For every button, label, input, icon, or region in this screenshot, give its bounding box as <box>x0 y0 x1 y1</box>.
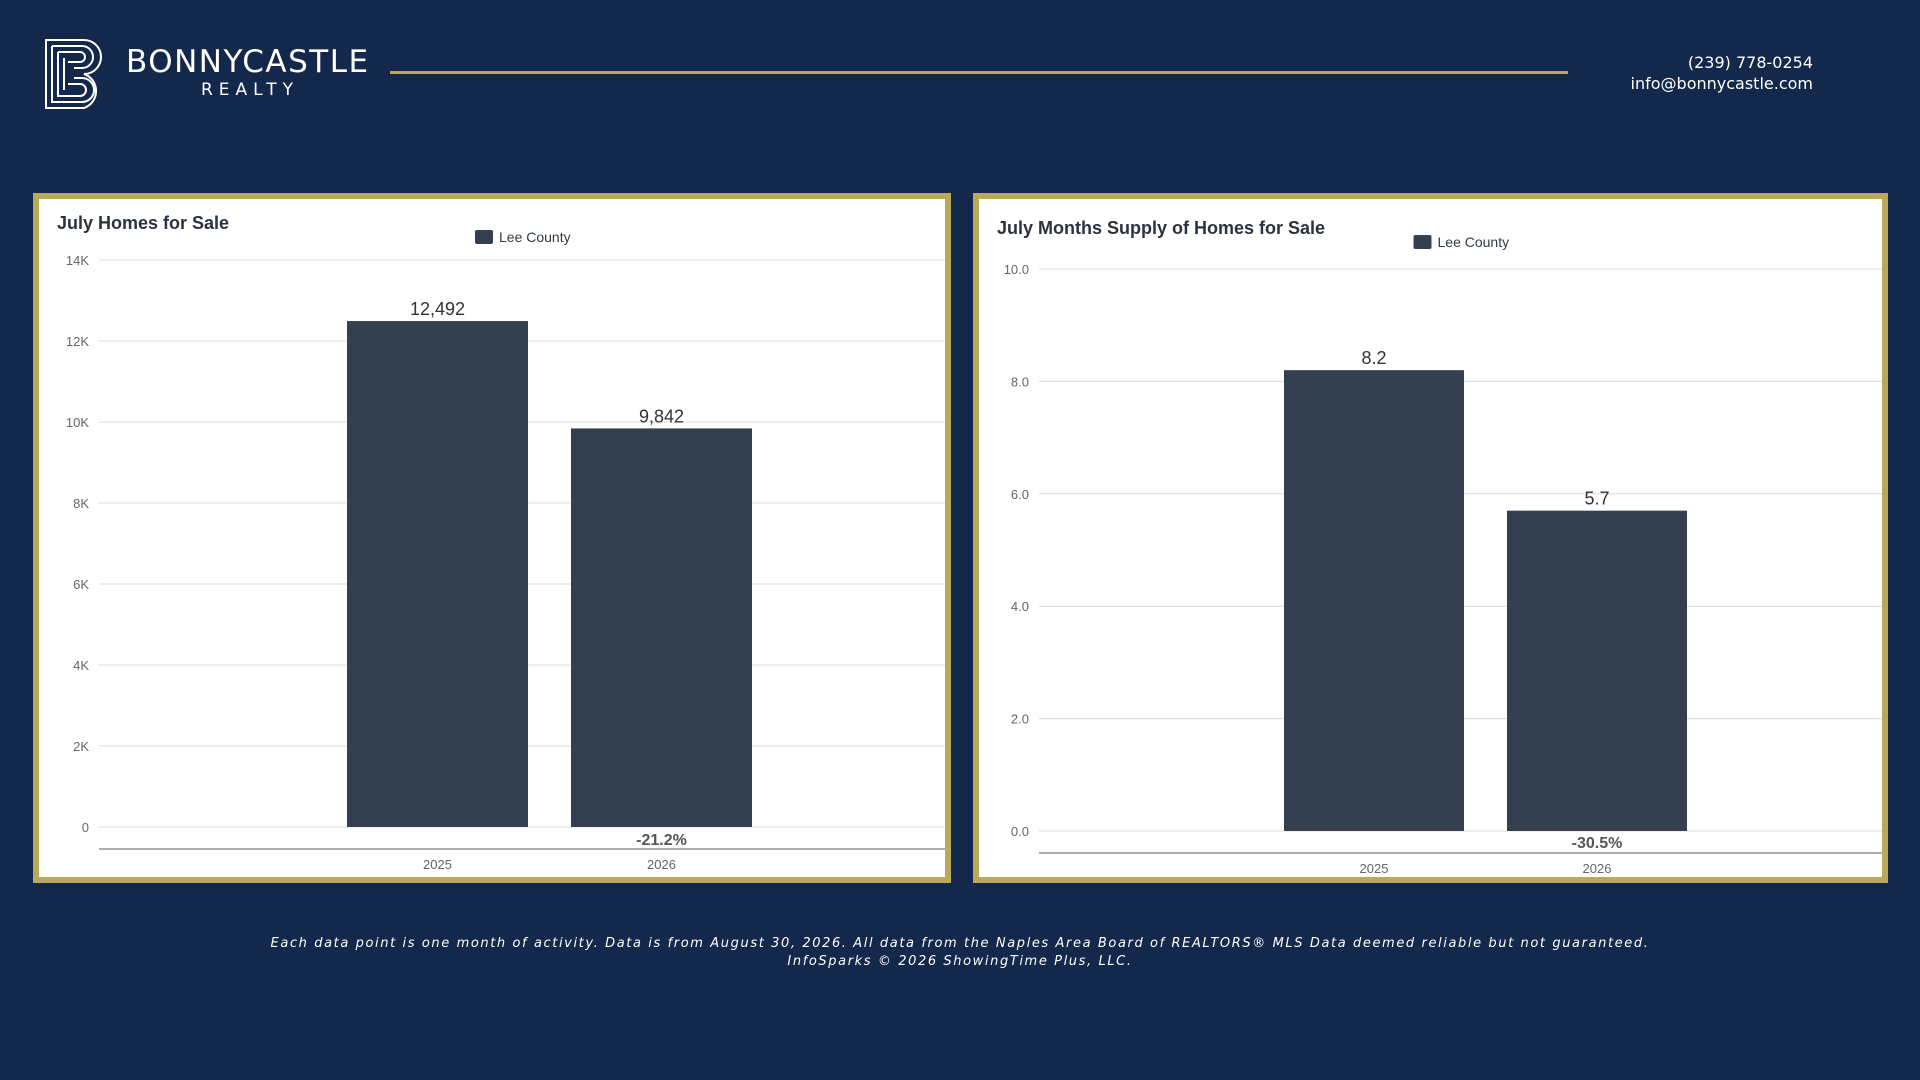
y-tick-label: 8K <box>73 496 89 511</box>
footer-line-2: InfoSparks © 2026 ShowingTime Plus, LLC. <box>787 954 1133 969</box>
brand-name: BONNYCASTLE <box>126 44 370 80</box>
change-label: -21.2% <box>636 832 687 849</box>
contact-phone[interactable]: (239) 778-0254 <box>1687 53 1813 72</box>
bonnycastle-logo-icon <box>45 39 102 109</box>
contact-email[interactable]: info@bonnycastle.com <box>1630 74 1813 93</box>
y-tick-label: 0 <box>82 820 89 835</box>
y-tick-label: 14K <box>66 253 89 268</box>
header-divider <box>390 71 1568 74</box>
bar <box>1507 510 1687 831</box>
legend-swatch <box>1413 235 1432 249</box>
x-tick-label: 2025 <box>1360 861 1389 876</box>
bar <box>1284 370 1464 831</box>
y-tick-label: 12K <box>66 334 89 349</box>
contact-block: (239) 778-0254 info@bonnycastle.com <box>1631 52 1813 94</box>
x-tick-label: 2025 <box>423 857 452 872</box>
chart-panel-months-supply: July Months Supply of Homes for Sale Lee … <box>973 193 1888 883</box>
legend-label: Lee County <box>1438 234 1510 250</box>
data-label: 8.2 <box>1361 348 1386 368</box>
chart-panel-homes-for-sale: July Homes for Sale Lee County 0 2K 4K 6K 8K 10… <box>33 193 951 883</box>
y-tick-label: 4.0 <box>1011 599 1029 614</box>
chart-title: July Homes for Sale <box>57 213 229 233</box>
brand-subtitle: REALTY <box>200 80 300 100</box>
y-tick-label: 6.0 <box>1011 487 1029 502</box>
months-supply-chart: July Months Supply of Homes for Sale Lee … <box>997 218 1882 876</box>
y-tick-label: 4K <box>73 658 89 673</box>
change-label: -30.5% <box>1572 835 1623 852</box>
data-label: 12,492 <box>410 299 465 319</box>
bar <box>347 321 528 827</box>
y-tick-label: 10K <box>66 415 89 430</box>
y-tick-label: 8.0 <box>1011 374 1029 389</box>
y-tick-label: 2.0 <box>1011 712 1029 727</box>
bar <box>571 428 752 827</box>
y-tick-label: 6K <box>73 577 89 592</box>
x-tick-label: 2026 <box>1583 861 1612 876</box>
y-tick-label: 2K <box>73 739 89 754</box>
y-tick-label: 0.0 <box>1011 824 1029 839</box>
data-label: 9,842 <box>639 406 684 426</box>
legend-swatch <box>475 230 493 244</box>
footer-disclaimer: Each data point is one month of activity… <box>0 935 1920 971</box>
homes-for-sale-chart: July Homes for Sale Lee County 0 2K 4K 6K 8K 10… <box>57 213 945 872</box>
chart-title: July Months Supply of Homes for Sale <box>997 218 1325 238</box>
data-label: 5.7 <box>1584 489 1609 509</box>
footer-line-1: Each data point is one month of activity… <box>270 936 1650 951</box>
x-tick-label: 2026 <box>647 857 676 872</box>
legend-label: Lee County <box>499 229 571 245</box>
y-tick-label: 10.0 <box>1004 262 1029 277</box>
